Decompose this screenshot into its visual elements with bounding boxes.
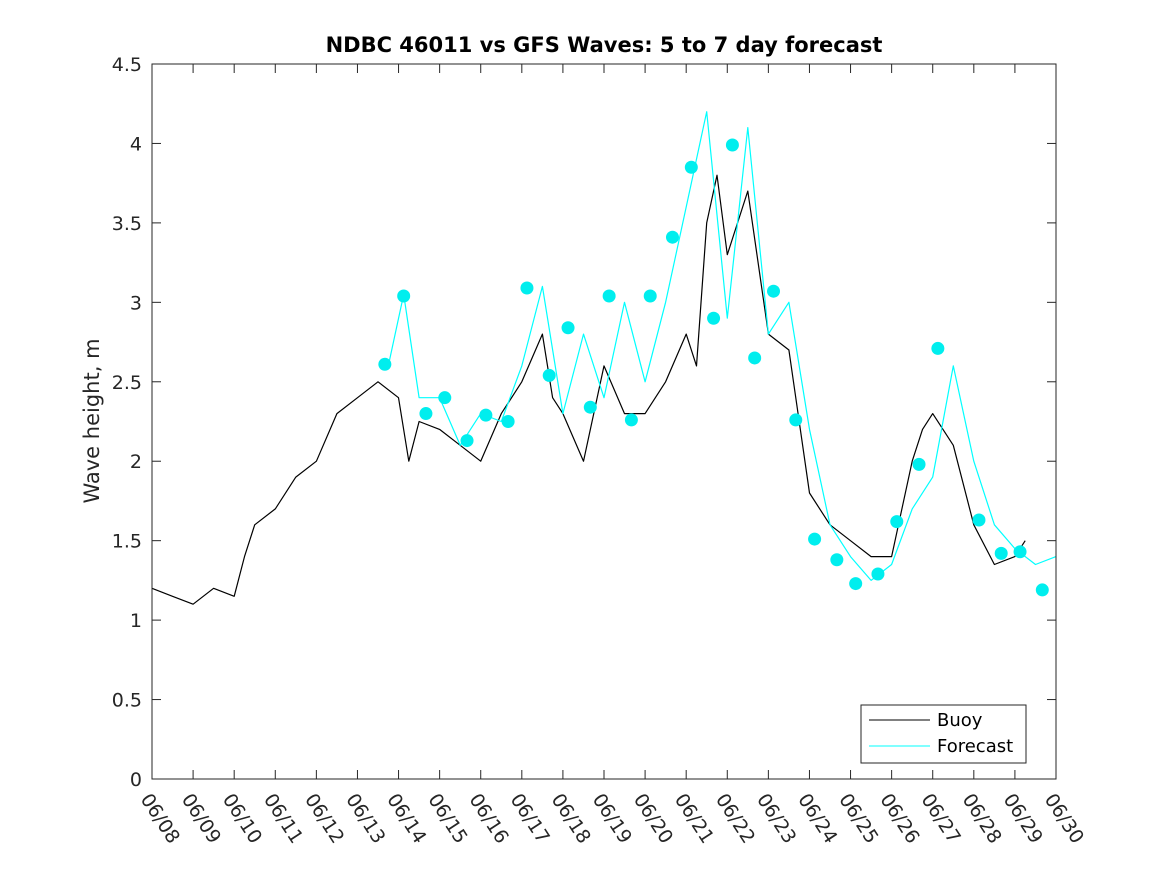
forecast-marker [931,341,945,355]
y-tick-label: 1 [130,610,142,632]
forecast-marker [438,391,452,405]
forecast-marker [1013,545,1027,559]
legend: Buoy Forecast [860,704,1027,764]
legend-box [860,704,1027,764]
forecast-marker [1035,583,1049,597]
legend-forecast-label: Forecast [937,736,1013,757]
forecast-marker [397,289,411,303]
y-axis-label: Wave height, m [80,338,104,503]
forecast-marker [583,400,597,414]
forecast-marker [789,413,803,427]
forecast-marker [501,415,515,428]
forecast-marker [643,289,657,303]
forecast-marker [748,351,762,365]
forecast-marker [542,368,556,382]
y-tick-label: 4.5 [112,54,142,76]
forecast-marker [684,160,698,174]
forecast-marker [972,513,986,527]
y-tick-label: 2.5 [112,372,142,394]
y-tick-label: 4 [130,133,142,155]
buoy-series-line [151,174,1026,605]
forecast-marker [871,567,885,581]
forecast-marker [725,138,739,152]
y-tick-label: 2 [130,451,142,473]
forecast-marker [602,289,616,303]
marker-layer [378,138,1049,597]
forecast-marker [707,311,721,325]
forecast-marker [830,553,844,567]
forecast-marker [624,413,638,427]
chart-title: NDBC 46011 vs GFS Waves: 5 to 7 day fore… [326,33,883,57]
legend-buoy-label: Buoy [937,710,983,731]
plot-area [152,64,1056,779]
y-tick-label: 0 [130,769,142,791]
forecast-marker [994,546,1008,560]
forecast-marker [808,532,822,546]
y-tick-label: 1.5 [112,531,142,553]
forecast-marker [460,434,474,448]
forecast-marker [767,284,780,298]
forecast-marker [665,230,679,244]
y-tick-label: 3.5 [112,213,142,235]
forecast-marker [378,357,392,371]
forecast-marker [479,408,493,422]
forecast-marker [520,281,534,295]
y-tick-label: 3 [130,292,142,314]
forecast-marker [890,515,904,529]
forecast-marker [912,457,926,471]
forecast-marker [561,321,575,335]
y-tick-label: 0.5 [112,690,142,712]
forecast-marker [849,577,863,591]
forecast-marker [419,407,433,421]
y-axis-ticks: 0 0.5 1 1.5 2 2.5 3 3.5 4 4.5 [112,54,1056,791]
